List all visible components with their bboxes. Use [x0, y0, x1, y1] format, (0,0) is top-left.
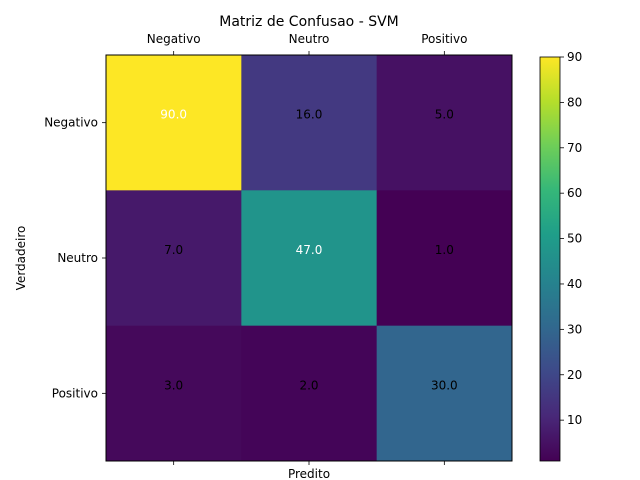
y-tick-label: Neutro	[57, 251, 98, 265]
cell-value-label: 16.0	[296, 108, 323, 122]
colorbar-tick-label: 40	[567, 277, 582, 291]
chart-title: Matriz de Confusao - SVM	[219, 14, 399, 30]
cell-value-label: 7.0	[164, 243, 183, 257]
heatmap-cell	[106, 190, 242, 327]
heatmap-cell	[241, 55, 378, 191]
heatmap-cell	[241, 325, 378, 462]
heatmap-cell	[106, 325, 242, 462]
heatmap-cell	[376, 325, 513, 462]
y-axis-label: Verdadeiro	[14, 226, 28, 291]
heatmap-cell	[376, 190, 513, 327]
colorbar-tick-label: 50	[567, 232, 582, 246]
cell-value-label: 1.0	[435, 243, 454, 257]
colorbar-tick-label: 90	[567, 50, 582, 64]
cell-value-label: 5.0	[435, 108, 454, 122]
y-tick-label: Positivo	[52, 386, 98, 400]
cell-value-label: 30.0	[431, 378, 458, 392]
y-tick-label: Negativo	[44, 116, 98, 130]
cell-value-label: 47.0	[296, 243, 323, 257]
cell-value-label: 3.0	[164, 378, 183, 392]
colorbar-tick-label: 20	[567, 368, 582, 382]
colorbar-frame	[539, 56, 561, 462]
heatmap-cells: 90.0 16.0 5.0 7.0 47.0 1.0 3.0 2.0 30.0	[106, 55, 513, 462]
cell-value-label: 90.0	[160, 108, 187, 122]
x-tick-label: Neutro	[289, 32, 330, 46]
x-tick-label: Negativo	[147, 32, 201, 46]
y-tick-labels: Negativo Neutro Positivo	[44, 116, 106, 400]
colorbar-tick-label: 60	[567, 186, 582, 200]
x-tick-label: Positivo	[421, 32, 467, 46]
colorbar-ticks: 10 20 30 40 50 60 70 80 90	[560, 50, 582, 427]
colorbar-tick-label: 30	[567, 322, 582, 336]
cell-value-label: 2.0	[299, 378, 318, 392]
heatmap-cell	[376, 55, 513, 191]
heatmap-cell	[241, 190, 378, 327]
colorbar-tick-label: 10	[567, 413, 582, 427]
x-axis-label: Predito	[288, 467, 330, 480]
heatmap-cell	[106, 55, 242, 191]
colorbar-tick-label: 70	[567, 141, 582, 155]
colorbar-tick-label: 80	[567, 95, 582, 109]
colorbar	[540, 57, 560, 461]
x-tick-labels: Negativo Neutro Positivo	[147, 32, 467, 465]
